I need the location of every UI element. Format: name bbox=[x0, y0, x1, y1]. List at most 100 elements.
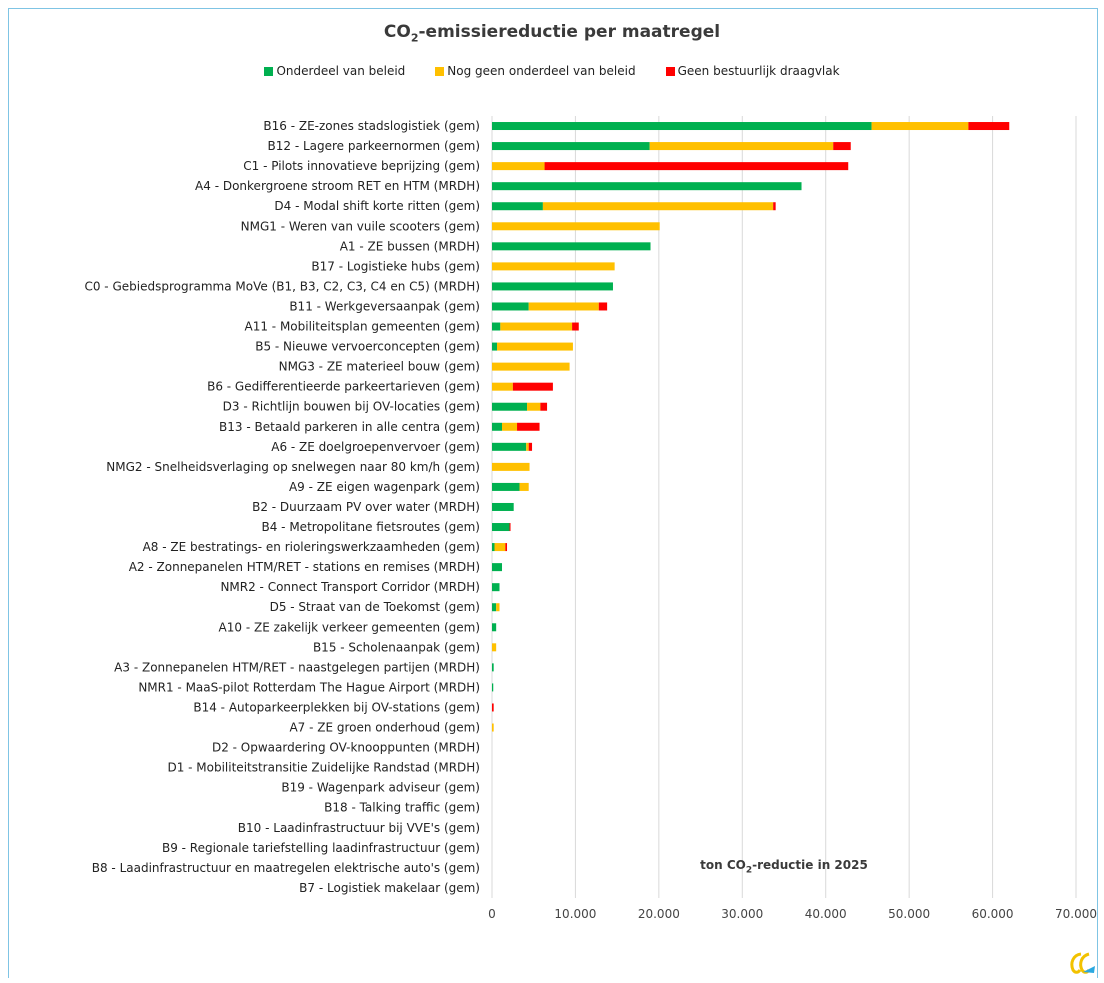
category-label: A10 - ZE zakelijk verkeer gemeenten (gem… bbox=[219, 620, 480, 634]
bar-segment bbox=[492, 442, 527, 451]
bar-segment bbox=[540, 402, 548, 411]
bar-segment bbox=[871, 122, 969, 131]
category-label: A3 - Zonnepanelen HTM/RET - naastgelegen… bbox=[114, 660, 480, 674]
x-tick-label: 70.000 bbox=[1055, 907, 1097, 921]
bar-segment bbox=[492, 623, 497, 632]
category-label: A8 - ZE bestratings- en rioleringswerkza… bbox=[143, 540, 480, 554]
bar-segment bbox=[773, 202, 776, 211]
legend-swatch-green bbox=[264, 66, 274, 76]
bar-segment bbox=[492, 523, 510, 532]
bar-segment bbox=[512, 382, 553, 391]
category-label: A4 - Donkergroene stroom RET en HTM (MRD… bbox=[195, 179, 480, 193]
bar-segment bbox=[492, 643, 497, 652]
bar-segment bbox=[649, 142, 834, 151]
category-label: B12 - Lagere parkeernormen (gem) bbox=[268, 139, 481, 153]
category-label: B18 - Talking traffic (gem) bbox=[324, 801, 480, 815]
brand-logo-icon bbox=[1070, 952, 1095, 974]
bar-segment bbox=[492, 322, 501, 331]
bar-segment bbox=[492, 242, 651, 251]
category-label: B11 - Werkgeversaanpak (gem) bbox=[289, 299, 480, 313]
chart-frame bbox=[8, 8, 1098, 978]
bar-segment bbox=[492, 142, 650, 151]
category-label: B14 - Autoparkeerplekken bij OV-stations… bbox=[193, 700, 480, 714]
category-label: NMG2 - Snelheidsverlaging op snelwegen n… bbox=[106, 460, 480, 474]
category-label: B4 - Metropolitane fietsroutes (gem) bbox=[262, 520, 481, 534]
bar-segment bbox=[492, 282, 613, 291]
category-label: B15 - Scholenaanpak (gem) bbox=[313, 640, 480, 654]
category-label: B16 - ZE-zones stadslogistiek (gem) bbox=[263, 119, 480, 133]
legend-item-nog-geen: Nog geen onderdeel van beleid bbox=[435, 64, 636, 78]
bar-segment bbox=[492, 222, 660, 231]
legend-swatch-red bbox=[665, 66, 675, 76]
bar-segment bbox=[509, 523, 511, 532]
bar-segment bbox=[492, 482, 520, 491]
category-label: D4 - Modal shift korte ritten (gem) bbox=[274, 199, 480, 213]
category-label: A9 - ZE eigen wagenpark (gem) bbox=[289, 480, 480, 494]
x-tick-label: 30.000 bbox=[721, 907, 763, 921]
bar-segment bbox=[494, 543, 506, 552]
category-label: B10 - Laadinfrastructuur bij VVE's (gem) bbox=[238, 821, 480, 835]
bar-segment bbox=[492, 262, 615, 271]
bar-segment bbox=[492, 583, 500, 592]
category-label: A2 - Zonnepanelen HTM/RET - stations en … bbox=[129, 560, 480, 574]
bar-segment bbox=[528, 302, 599, 311]
category-label: B2 - Duurzaam PV over water (MRDH) bbox=[252, 500, 480, 514]
category-label: NMG3 - ZE materieel bouw (gem) bbox=[279, 360, 480, 374]
bar-segment bbox=[496, 603, 500, 612]
category-label: B13 - Betaald parkeren in alle centra (g… bbox=[219, 420, 480, 434]
bar-segment bbox=[542, 202, 774, 211]
x-tick-label: 0 bbox=[488, 907, 496, 921]
legend-label: Geen bestuurlijk draagvlak bbox=[677, 64, 840, 78]
bar-segment bbox=[492, 723, 494, 732]
category-label: A6 - ZE doelgroepenvervoer (gem) bbox=[271, 440, 480, 454]
bar-segment bbox=[572, 322, 579, 331]
bar-segment bbox=[505, 543, 508, 552]
legend-label: Onderdeel van beleid bbox=[276, 64, 406, 78]
bar-segment bbox=[492, 202, 543, 211]
category-label: NMG1 - Weren van vuile scooters (gem) bbox=[241, 219, 480, 233]
category-label: NMR1 - MaaS-pilot Rotterdam The Hague Ai… bbox=[138, 680, 480, 694]
bar-segment bbox=[492, 302, 529, 311]
bar-segment bbox=[492, 402, 528, 411]
x-axis-title: ton CO2-reductie in 2025 bbox=[700, 858, 868, 876]
bar-segment bbox=[527, 402, 541, 411]
bar-segment bbox=[497, 342, 573, 351]
legend-item-geen-draagvlak: Geen bestuurlijk draagvlak bbox=[665, 64, 840, 78]
bar-segment bbox=[544, 162, 849, 171]
bar-segment bbox=[492, 382, 513, 391]
bar-segment bbox=[492, 122, 872, 131]
bar-segment bbox=[598, 302, 608, 311]
category-label: D3 - Richtlijn bouwen bij OV-locaties (g… bbox=[223, 400, 480, 414]
x-tick-label: 60.000 bbox=[972, 907, 1014, 921]
category-label: B7 - Logistiek makelaar (gem) bbox=[299, 881, 480, 895]
bar-segment bbox=[500, 322, 573, 331]
bar-segment bbox=[492, 683, 494, 692]
category-label: D1 - Mobiliteitstransitie Zuidelijke Ran… bbox=[167, 761, 480, 775]
category-label: A11 - Mobiliteitsplan gemeenten (gem) bbox=[245, 320, 480, 334]
bar-segment bbox=[492, 462, 530, 471]
bar-segment bbox=[492, 703, 494, 712]
x-tick-label: 50.000 bbox=[888, 907, 930, 921]
category-label: B17 - Logistieke hubs (gem) bbox=[311, 259, 480, 273]
category-label: NMR2 - Connect Transport Corridor (MRDH) bbox=[220, 580, 480, 594]
chart-legend: Onderdeel van beleid Nog geen onderdeel … bbox=[0, 64, 1104, 78]
bar-segment bbox=[526, 442, 529, 451]
category-label: B19 - Wagenpark adviseur (gem) bbox=[281, 781, 480, 795]
category-label: C1 - Pilots innovatieve beprijzing (gem) bbox=[243, 159, 480, 173]
category-label: C0 - Gebiedsprogramma MoVe (B1, B3, C2, … bbox=[84, 279, 480, 293]
x-tick-label: 20.000 bbox=[638, 907, 680, 921]
bar-segment bbox=[502, 422, 518, 431]
bar-segment bbox=[492, 502, 514, 511]
category-label: A1 - ZE bussen (MRDH) bbox=[340, 239, 480, 253]
category-label: B9 - Regionale tariefstelling laadinfras… bbox=[162, 841, 480, 855]
legend-item-onderdeel: Onderdeel van beleid bbox=[264, 64, 405, 78]
bar-segment bbox=[492, 182, 802, 191]
bar-segment bbox=[492, 422, 503, 431]
bar-segment bbox=[833, 142, 851, 151]
category-label: B5 - Nieuwe vervoerconcepten (gem) bbox=[255, 340, 480, 354]
bar-segment bbox=[492, 543, 495, 552]
category-label: D2 - Opwaardering OV-knooppunten (MRDH) bbox=[212, 741, 480, 755]
bar-segment bbox=[492, 663, 494, 672]
bar-segment bbox=[492, 162, 545, 171]
